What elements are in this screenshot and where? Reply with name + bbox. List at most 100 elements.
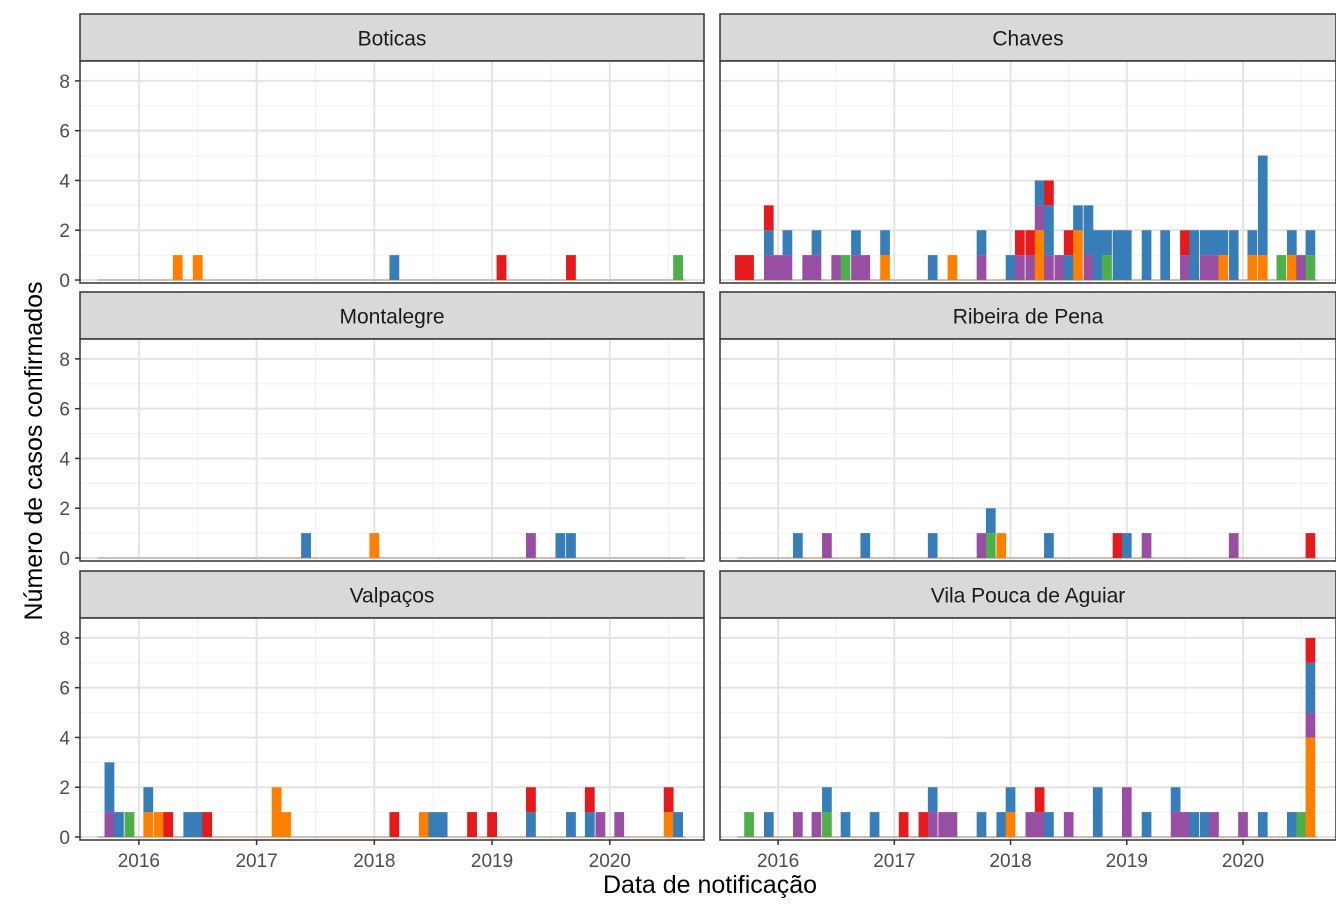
bar-segment-blue xyxy=(851,230,861,256)
bar-segment-red xyxy=(584,787,595,813)
bar-segment-green xyxy=(124,812,135,837)
bar-segment-blue xyxy=(1257,812,1268,837)
bar-segment-blue xyxy=(301,533,311,558)
bar-segment-blue xyxy=(555,533,566,558)
facet-panel: Valpaços 0 2 4 6 8 2016 2017 2018 2019 2020 xyxy=(59,570,705,872)
bar-segment-purple xyxy=(595,812,606,837)
bar-segment-purple xyxy=(1180,255,1190,280)
bar-segment-red xyxy=(566,255,576,280)
bar-segment-blue xyxy=(113,812,124,837)
panel-background xyxy=(80,339,704,561)
bar-segment-blue xyxy=(143,787,154,813)
panel-border xyxy=(719,338,1336,562)
facet-panel: Boticas 0 2 4 6 8 xyxy=(59,13,705,292)
bar-segment-blue xyxy=(1170,787,1181,813)
bar-segment-blue xyxy=(927,787,938,813)
bar-segment-orange xyxy=(1005,812,1016,837)
y-tick-label: 4 xyxy=(59,449,70,470)
bar-segment-blue xyxy=(1005,255,1016,280)
bar-segment-green xyxy=(1276,255,1287,280)
bar-segment-green xyxy=(673,255,684,280)
bar-segment-purple xyxy=(1121,787,1132,837)
bar-segment-purple xyxy=(793,812,803,837)
bar-segment-purple xyxy=(1015,255,1025,280)
bar-segment-blue xyxy=(104,762,115,813)
bar-segment-blue xyxy=(976,812,987,837)
bar-segment-purple xyxy=(851,255,861,280)
bar-segment-blue xyxy=(428,812,439,837)
facet-title: Chaves xyxy=(992,28,1063,51)
bar-segment-blue xyxy=(927,255,938,280)
bar-segment-red xyxy=(1034,787,1045,813)
bar-segment-blue xyxy=(860,533,871,558)
facet-title: Montalegre xyxy=(339,306,444,329)
bar-segment-purple xyxy=(1228,533,1239,558)
y-tick-label: 6 xyxy=(59,400,70,421)
bar-segment-blue xyxy=(1141,812,1152,837)
bar-segment-blue xyxy=(1286,812,1297,837)
bar-segment-blue xyxy=(1141,230,1152,280)
bar-segment-purple xyxy=(526,533,536,558)
bar-segment-red xyxy=(496,255,507,280)
x-tick-label: 2018 xyxy=(353,851,395,872)
bar-segment-blue xyxy=(1199,812,1210,837)
x-tick-label: 2020 xyxy=(1222,851,1264,872)
bar-segment-blue xyxy=(1305,230,1316,256)
panel-border xyxy=(79,338,705,562)
bar-segment-blue xyxy=(389,255,400,280)
x-tick-label: 2016 xyxy=(118,851,160,872)
bar-segment-orange xyxy=(271,787,282,837)
bar-segment-purple xyxy=(976,533,987,558)
bar-segment-purple xyxy=(1209,812,1219,837)
x-tick-label: 2017 xyxy=(873,851,915,872)
y-tick-label: 2 xyxy=(59,778,70,799)
bar-segment-blue xyxy=(840,812,851,837)
facet-title: Valpaços xyxy=(350,585,435,608)
y-tick-label: 8 xyxy=(59,629,70,650)
bar-segment-blue xyxy=(1073,205,1083,231)
y-tick-label: 6 xyxy=(59,122,70,143)
facet-panel: Ribeira de Pena xyxy=(719,291,1336,562)
bar-segment-purple xyxy=(763,255,774,280)
bar-segment-blue xyxy=(793,533,803,558)
bar-segment-purple xyxy=(927,812,938,837)
bar-segment-red xyxy=(487,812,497,837)
bar-segment-red xyxy=(163,812,174,837)
bar-segment-red xyxy=(1044,180,1054,206)
bar-segment-orange xyxy=(996,533,1007,558)
bar-segment-purple xyxy=(1180,812,1190,837)
bar-segment-blue xyxy=(1121,230,1132,280)
bar-segment-orange xyxy=(418,812,429,837)
bar-segment-blue xyxy=(1044,205,1054,256)
bar-segment-blue xyxy=(880,230,890,256)
bar-segment-blue xyxy=(1102,230,1112,256)
y-tick-label: 2 xyxy=(59,221,70,242)
bar-segment-purple xyxy=(1170,812,1181,837)
bar-segment-blue xyxy=(782,230,793,256)
bar-segment-blue xyxy=(1247,230,1258,256)
bar-segment-green xyxy=(822,812,832,837)
bar-segment-purple xyxy=(1305,712,1316,738)
bar-segment-blue xyxy=(183,812,194,837)
bar-segment-green xyxy=(985,533,996,558)
bar-segment-blue xyxy=(1305,662,1316,713)
panel-border xyxy=(719,60,1336,284)
bar-segment-green xyxy=(1296,812,1306,837)
bar-segment-red xyxy=(898,812,909,837)
bar-segment-blue xyxy=(869,812,880,837)
bar-segment-blue xyxy=(811,230,822,256)
bar-segment-orange xyxy=(1247,255,1258,280)
facet-strip xyxy=(719,13,1336,62)
bar-segment-red xyxy=(763,205,774,231)
panel-border xyxy=(719,617,1336,841)
bar-segment-blue xyxy=(1189,812,1200,837)
bar-segment-red xyxy=(1063,230,1074,256)
bar-segment-orange xyxy=(369,533,380,558)
bar-segment-purple xyxy=(1063,812,1074,837)
bar-segment-red xyxy=(389,812,400,837)
bar-segment-red xyxy=(1180,230,1190,256)
bar-segment-blue xyxy=(1092,230,1103,280)
bar-segment-orange xyxy=(143,812,154,837)
bar-segment-purple xyxy=(822,533,832,558)
